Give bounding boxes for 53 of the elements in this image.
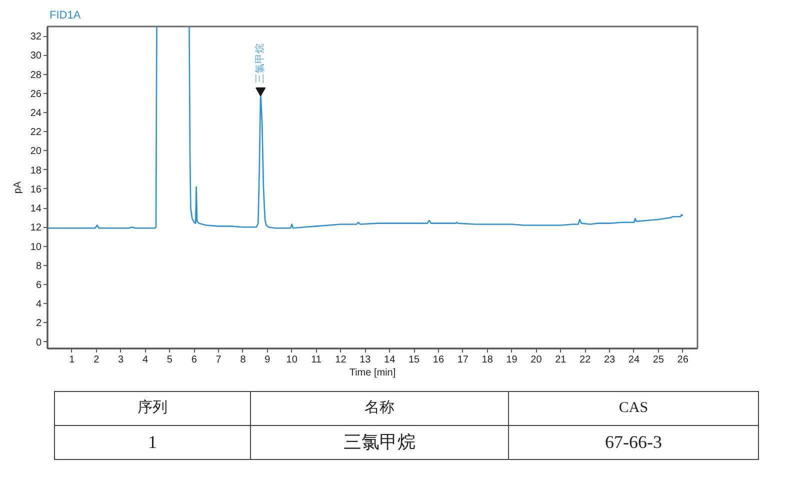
x-tick-label: 9	[264, 354, 271, 366]
text: 序列	[54, 392, 250, 426]
x-tick-label: 25	[652, 354, 664, 366]
x-tick-label: 10	[286, 354, 298, 366]
y-tick-label: 2	[36, 318, 42, 330]
y-tick-label: 8	[36, 260, 42, 272]
text: 1	[54, 426, 250, 460]
y-tick-label: 18	[30, 165, 42, 176]
y-tick-label: 14	[30, 204, 42, 215]
x-tick-label: 18	[482, 354, 494, 366]
x-tick-label: 20	[530, 354, 542, 366]
x-tick-label: 21	[555, 354, 567, 366]
x-axis-title: Time [min]	[349, 368, 396, 378]
y-tick-label: 24	[30, 108, 42, 119]
text: 67-66-3	[508, 426, 758, 460]
y-tick-label: 10	[30, 242, 42, 253]
x-tick-label: 2	[94, 354, 100, 366]
y-tick-label: 0	[36, 337, 42, 348]
x-tick-label: 3	[118, 354, 124, 366]
y-tick-label: 4	[36, 299, 42, 310]
x-tick-label: 6	[191, 354, 198, 366]
x-tick-label: 22	[580, 354, 592, 366]
y-tick-label: 26	[30, 88, 42, 100]
y-axis-title: pA	[12, 181, 24, 194]
y-tick-label: 6	[36, 280, 42, 291]
x-tick-label: 19	[506, 354, 518, 366]
x-tick-label: 26	[677, 354, 689, 366]
y-tick-label: 32	[30, 32, 42, 43]
y-tick-label: 12	[30, 222, 42, 234]
x-tick-label: 15	[408, 354, 420, 366]
y-tick-label: 22	[30, 127, 42, 138]
x-tick-label: 11	[311, 354, 322, 366]
x-tick-label: 4	[142, 354, 148, 366]
chart-title: FID1A	[50, 10, 82, 22]
x-tick-label: 13	[360, 354, 372, 366]
text: 名称	[250, 392, 508, 426]
y-tick-label: 30	[30, 50, 42, 62]
y-tick-label: 16	[30, 184, 42, 196]
x-tick-label: 7	[216, 354, 222, 366]
x-tick-label: 8	[240, 354, 246, 366]
x-tick-label: 24	[628, 354, 640, 366]
text: CAS	[508, 392, 758, 426]
x-tick-label: 14	[384, 354, 396, 366]
annotation: 三氯甲烷	[254, 44, 266, 84]
y-tick-label: 20	[30, 146, 42, 158]
x-tick-label: 12	[335, 354, 347, 366]
x-tick-label: 5	[166, 354, 173, 366]
x-tick-label: 23	[604, 354, 616, 366]
x-tick-label: 16	[432, 354, 444, 366]
y-tick-label: 28	[30, 70, 42, 81]
text: 三氯甲烷	[250, 426, 508, 460]
x-tick-label: 17	[457, 354, 469, 366]
x-tick-label: 1	[69, 354, 76, 366]
